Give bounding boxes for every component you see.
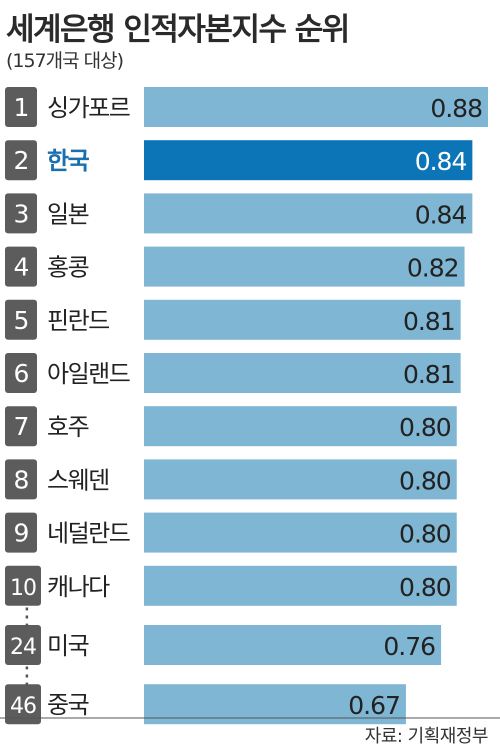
bar-row: 2 한국 0.84 [5,140,473,181]
value-label: 0.80 [399,520,451,549]
chart-subtitle: (157개국 대상) [6,50,124,72]
rank-label: 8 [14,465,29,494]
bar [144,140,473,181]
rank-badge [5,406,37,447]
bar-row: 4 홍콩 0.82 [5,246,465,287]
category-label: 캐나다 [47,573,110,601]
rank-badge [5,459,37,500]
rank-label: 7 [14,412,29,441]
rank-badge [5,512,37,553]
rank-badge [5,684,41,725]
bar [144,299,461,340]
bar-row: 1 싱가포르 0.88 [5,87,488,127]
bar [144,459,457,500]
rank-badge [5,193,37,234]
rank-badge [5,299,37,340]
gap-markers: ⋮⋮ [15,602,39,689]
rank-badge [5,353,37,393]
category-label: 네덜란드 [47,520,130,548]
category-label: 한국 [47,147,90,175]
bar [144,625,442,665]
bar [144,353,461,393]
chart-title: 세계은행 인적자본지수 순위 [6,12,350,48]
value-label: 0.80 [399,413,451,442]
rank-badge [5,625,41,665]
rank-badge [5,246,37,287]
rank-label: 2 [14,146,29,175]
value-label: 0.84 [415,200,467,229]
rank-label: 5 [14,306,29,335]
bar [144,246,465,287]
bar-row: 8 스웨덴 0.80 [5,459,457,500]
rank-badge [5,87,37,127]
rank-label: 1 [14,93,29,122]
value-label: 0.81 [403,307,455,336]
value-label: 0.82 [407,254,459,283]
rank-label: 9 [14,519,29,548]
category-label: 일본 [47,200,89,228]
rank-label: 46 [10,694,36,719]
bar-row: 6 아일랜드 0.81 [5,353,461,393]
bar-rows: 1 싱가포르 0.88 2 한국 0.84 3 일본 0.84 4 홍콩 0.82 5 핀란드 0.81 6 아… [5,87,488,725]
rank-gap-marker: ⋮ [15,662,39,690]
category-label: 핀란드 [47,307,109,335]
source-note: 자료: 기획재정부 [364,726,489,747]
rank-label: 10 [10,576,36,601]
category-label: 싱가포르 [47,94,130,122]
bar [144,87,488,127]
rank-gap-marker: ⋮ [15,602,39,630]
rank-label: 6 [14,359,29,388]
bar-row: 3 일본 0.84 [5,193,473,234]
value-label: 0.81 [403,360,455,389]
value-label: 0.76 [383,632,435,661]
rank-label: 24 [10,635,36,660]
bar-row: 5 핀란드 0.81 [5,299,461,340]
bar [144,512,457,553]
value-label: 0.80 [399,573,451,602]
category-label: 미국 [47,632,89,660]
category-label: 중국 [47,691,89,719]
rank-badge [5,565,41,606]
bar-row: 9 네덜란드 0.80 [5,512,457,553]
bar [144,565,457,606]
rank-label: 3 [14,199,29,228]
value-label: 0.88 [430,94,482,123]
bar-row: 24 미국 0.76 [5,625,442,665]
value-label: 0.67 [348,691,400,720]
bar-row: 10 캐나다 0.80 [5,565,457,606]
category-label: 호주 [47,413,89,441]
bar-row: 7 호주 0.80 [5,406,457,447]
category-label: 홍콩 [47,254,89,282]
rank-label: 4 [14,253,29,282]
category-label: 아일랜드 [47,360,130,388]
bar [144,406,457,447]
value-label: 0.84 [415,147,467,176]
rank-badge [5,140,37,181]
category-label: 스웨덴 [47,466,109,494]
bar [144,193,473,234]
value-label: 0.80 [399,466,451,495]
